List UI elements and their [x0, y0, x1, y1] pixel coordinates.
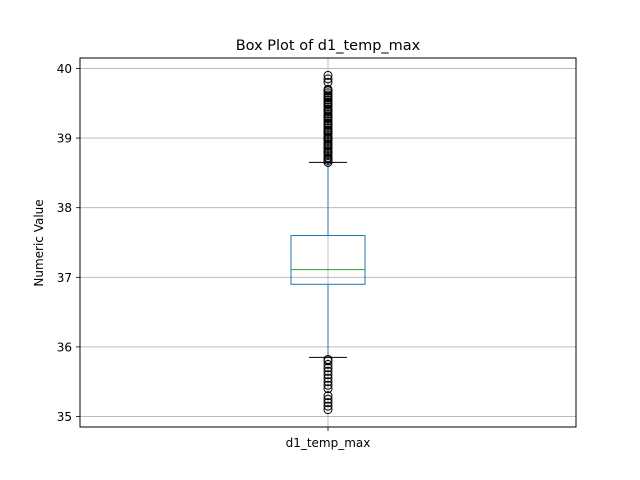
y-tick-label: 35: [57, 410, 72, 424]
outlier-point: [323, 70, 333, 80]
chart-title: Box Plot of d1_temp_max: [236, 38, 421, 54]
outlier-point: [323, 109, 333, 119]
outlier-point: [323, 405, 333, 415]
outlier-point: [323, 104, 333, 114]
y-tick-label: 38: [57, 201, 72, 215]
y-tick-label: 36: [57, 340, 72, 354]
y-axis-label: Numeric Value: [32, 199, 46, 286]
outlier-point: [323, 370, 333, 380]
outlier-point: [323, 84, 333, 94]
plot-frame: [79, 57, 577, 428]
outlier-point: [323, 116, 333, 126]
y-tick-label: 40: [57, 62, 72, 76]
box-iqr: [290, 235, 366, 285]
outlier-point: [323, 144, 333, 154]
outlier-point: [323, 150, 333, 160]
outlier-point: [323, 77, 333, 87]
outlier-point: [323, 394, 333, 404]
outlier-point: [323, 132, 333, 142]
outlier-point: [323, 401, 333, 411]
outlier-point: [323, 153, 333, 163]
outlier-point: [323, 95, 333, 105]
outlier-point: [323, 118, 333, 128]
outlier-point: [323, 380, 333, 390]
outlier-point: [323, 139, 333, 149]
axes: 35 36 37 38 39 40 d1_temp_max: [57, 62, 371, 450]
outlier-point: [323, 384, 333, 394]
y-tick-label: 37: [57, 271, 72, 285]
outlier-point: [323, 111, 333, 121]
outlier-point: [323, 97, 333, 107]
outlier-point: [323, 359, 333, 369]
outlier-point: [323, 102, 333, 112]
outlier-point: [323, 130, 333, 140]
outlier-point: [323, 391, 333, 401]
x-tick-label: d1_temp_max: [286, 436, 371, 450]
outlier-point: [323, 88, 333, 98]
outlier-point: [323, 123, 333, 133]
outlier-point: [323, 157, 333, 167]
box-series: [290, 70, 366, 415]
y-tick-label: 39: [57, 132, 72, 146]
outlier-point: [323, 354, 333, 364]
outlier-point: [323, 146, 333, 156]
outlier-point: [323, 377, 333, 387]
outlier-point: [323, 366, 333, 376]
outlier-point: [323, 398, 333, 408]
outlier-point: [323, 74, 333, 84]
outlier-point: [323, 125, 333, 135]
outlier-point: [323, 373, 333, 383]
outlier-point: [323, 90, 333, 100]
outlier-point: [323, 137, 333, 147]
